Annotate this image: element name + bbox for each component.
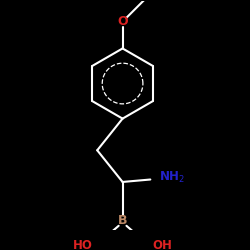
Text: B: B <box>118 214 127 228</box>
Text: OH: OH <box>153 239 173 250</box>
Text: HO: HO <box>72 239 92 250</box>
Text: O: O <box>117 15 128 28</box>
Text: NH$_2$: NH$_2$ <box>159 170 185 185</box>
